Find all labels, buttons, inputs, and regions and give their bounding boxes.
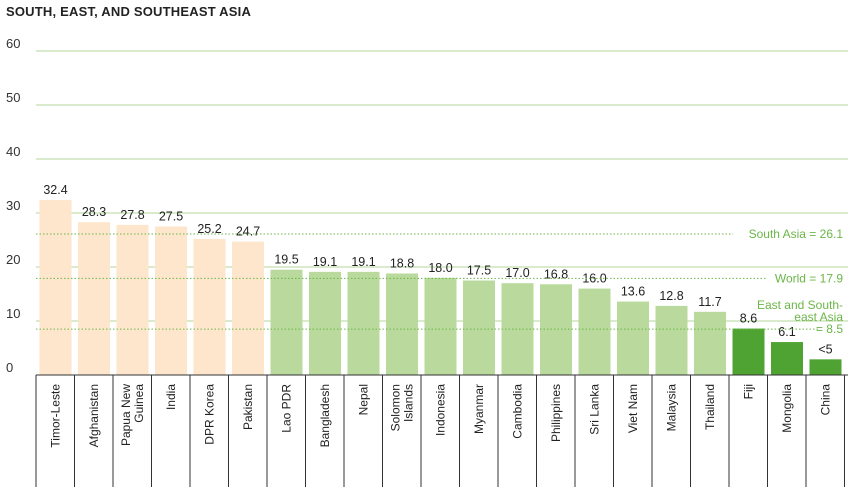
x-tick-label: Fiji bbox=[741, 384, 755, 399]
bar bbox=[732, 328, 765, 375]
bar bbox=[116, 224, 149, 375]
x-tick-label: Indonesia bbox=[433, 384, 447, 436]
data-label: 6.1 bbox=[778, 325, 795, 339]
bar bbox=[424, 277, 457, 375]
x-tick-label: Bangladesh bbox=[318, 384, 332, 447]
data-label: <5 bbox=[818, 342, 832, 356]
bar bbox=[694, 311, 726, 375]
bar bbox=[347, 271, 380, 375]
x-tick-label: Solomon bbox=[388, 384, 402, 431]
x-tick-label: Mongolia bbox=[780, 384, 794, 433]
x-tick-label: Pakistan bbox=[241, 384, 255, 430]
x-tick-label: Sri Lanka bbox=[587, 384, 601, 435]
y-tick-label: 40 bbox=[6, 144, 20, 159]
data-label: 13.6 bbox=[621, 285, 645, 299]
data-label: 25.2 bbox=[197, 222, 221, 236]
x-tick-label: Cambodia bbox=[510, 384, 524, 439]
x-tick-label: Viet Nam bbox=[626, 384, 640, 433]
bar bbox=[501, 283, 534, 375]
x-tick-label: India bbox=[164, 384, 178, 410]
data-label: 11.7 bbox=[698, 295, 721, 309]
data-label: 16.8 bbox=[544, 267, 568, 281]
y-tick-label: 0 bbox=[6, 360, 13, 375]
x-tick-label: Papua New bbox=[119, 384, 133, 446]
data-label: 17.0 bbox=[505, 266, 529, 280]
y-tick-label: 20 bbox=[6, 252, 20, 267]
bar bbox=[193, 238, 226, 375]
y-tick-label: 50 bbox=[6, 90, 20, 105]
x-tick-label: Afghanistan bbox=[87, 384, 101, 447]
x-tick-label: DPR Korea bbox=[202, 384, 216, 445]
y-tick-label: 30 bbox=[6, 198, 20, 213]
bar bbox=[232, 241, 264, 375]
x-tick-label: China bbox=[818, 384, 832, 416]
x-tick-label: Philippines bbox=[549, 384, 563, 442]
reference-line-label: World = 17.9 bbox=[775, 271, 843, 285]
bar bbox=[771, 342, 803, 375]
chart-title: SOUTH, EAST, AND SOUTHEAST ASIA bbox=[6, 4, 252, 19]
data-label: 18.8 bbox=[390, 256, 414, 270]
bar bbox=[309, 271, 341, 375]
data-label: 16.0 bbox=[582, 272, 606, 286]
x-tick-label: Myanmar bbox=[472, 384, 486, 434]
data-label: 27.5 bbox=[159, 210, 183, 224]
bar bbox=[617, 301, 649, 375]
y-tick-label: 10 bbox=[6, 306, 20, 321]
data-label: 19.1 bbox=[313, 255, 337, 269]
y-tick-label: 60 bbox=[6, 36, 20, 51]
data-label: 28.3 bbox=[82, 205, 106, 219]
bar bbox=[270, 269, 303, 375]
reference-line-label: South Asia = 26.1 bbox=[749, 227, 844, 241]
reference-line-label: = 8.5 bbox=[816, 322, 843, 336]
x-tick-label: Thailand bbox=[703, 384, 717, 430]
bar bbox=[463, 280, 495, 375]
bar bbox=[578, 288, 611, 375]
data-label: 27.8 bbox=[120, 208, 144, 222]
x-tick-label: Timor-Leste bbox=[48, 384, 62, 448]
bar bbox=[655, 305, 688, 375]
reference-line-label: East and South- bbox=[757, 298, 843, 312]
data-label: 19.5 bbox=[274, 253, 298, 267]
bar bbox=[78, 222, 110, 375]
bar bbox=[540, 284, 572, 375]
data-label: 17.5 bbox=[467, 264, 491, 278]
data-label: 32.4 bbox=[43, 183, 67, 197]
data-label: 12.8 bbox=[659, 289, 683, 303]
data-label: 19.1 bbox=[351, 255, 375, 269]
bar bbox=[39, 200, 72, 375]
data-label: 8.6 bbox=[740, 312, 757, 326]
data-label: 24.7 bbox=[236, 225, 260, 239]
bar bbox=[809, 359, 842, 375]
x-tick-label: Malaysia bbox=[664, 384, 678, 432]
reference-line-label: east Asia bbox=[794, 310, 843, 324]
x-tick-label: Islands bbox=[401, 384, 415, 422]
data-label: 18.0 bbox=[428, 261, 452, 275]
bar bbox=[386, 273, 418, 375]
x-tick-label: Guinea bbox=[132, 384, 146, 423]
x-tick-label: Lao PDR bbox=[279, 384, 293, 433]
x-tick-label: Nepal bbox=[356, 384, 370, 415]
bar bbox=[155, 226, 187, 375]
